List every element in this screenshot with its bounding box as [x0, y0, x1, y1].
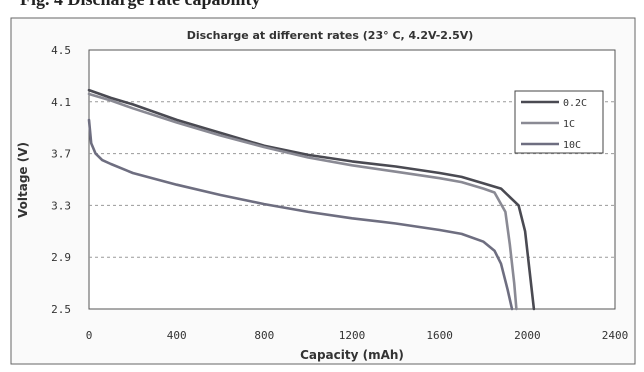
series-line: [87, 92, 518, 311]
y-tick-label: 3.7: [51, 148, 71, 161]
series-line: [87, 88, 536, 311]
y-tick-label: 3.3: [51, 199, 71, 212]
x-tick-label: 1600: [426, 329, 453, 342]
series-lines: [87, 88, 536, 311]
legend-label: 0.2C: [563, 98, 587, 109]
y-tick-label: 4.1: [51, 96, 71, 109]
plot-area: [88, 49, 616, 310]
y-axis-label: Voltage (V): [16, 142, 30, 218]
y-tick-label: 2.9: [51, 251, 71, 264]
x-tick-label: 2400: [602, 329, 629, 342]
x-tick-label: 1200: [339, 329, 366, 342]
y-tick-label: 2.5: [51, 303, 71, 316]
legend-label: 1C: [563, 119, 575, 130]
x-tick-label: 400: [167, 329, 187, 342]
legend-label: 10C: [563, 140, 581, 151]
y-tick-label: 4.5: [51, 44, 71, 57]
chart-title: Discharge at different rates (23° C, 4.2…: [187, 29, 474, 42]
y-tick-labels: 2.5 2.9 3.3 3.7 4.1 4.5: [51, 44, 71, 316]
x-tick-label: 0: [86, 329, 93, 342]
legend: 0.2C 1C 10C: [514, 90, 604, 154]
x-tick-labels: 0 400 800 1200 1600 2000 2400: [86, 329, 629, 342]
x-tick-label: 2000: [514, 329, 541, 342]
series-line: [87, 118, 514, 311]
x-tick-label: 800: [254, 329, 274, 342]
x-axis-label: Capacity (mAh): [300, 348, 404, 362]
figure-caption: Fig. 4 Discharge rate capability: [20, 0, 260, 10]
legend-entries: 0.2C 1C 10C: [521, 98, 587, 151]
